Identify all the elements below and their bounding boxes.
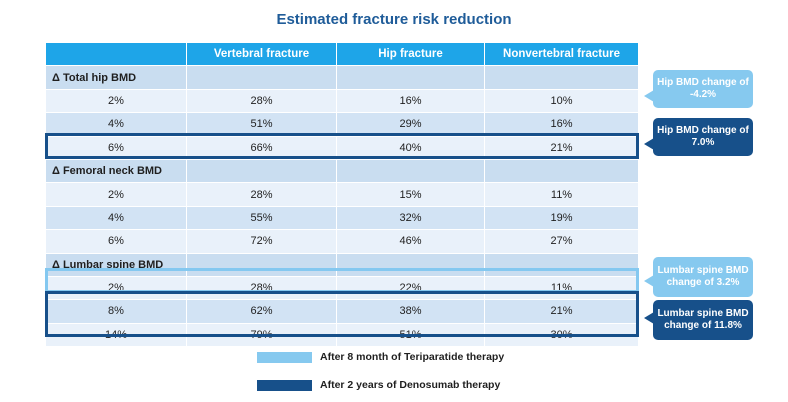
chart-title: Estimated fracture risk reduction [276, 11, 512, 28]
vertebral-cell: 28% [186, 182, 337, 207]
section-label: Δ Lumbar spine BMD [45, 252, 187, 277]
vertebral-cell: 79% [186, 322, 337, 348]
legend-swatch-teriparatide [257, 351, 312, 363]
legend-swatch-denosumab [257, 379, 312, 391]
table-header-row: Vertebral fracture Hip fracture Nonverte… [45, 41, 639, 67]
vertebral-cell: 62% [186, 299, 337, 324]
bmd-change-cell: 2% [45, 88, 187, 114]
section-row-lumbar-spine: Δ Lumbar spine BMD [45, 252, 639, 277]
table-row: 2% 28% 15% 11% [45, 182, 639, 207]
table-row: 2% 28% 16% 10% [45, 88, 639, 114]
vertebral-cell: 28% [186, 275, 337, 301]
nonvertebral-cell: 11% [484, 182, 639, 207]
callout-tail [644, 312, 654, 324]
table-row: 8% 62% 38% 21% [45, 299, 639, 324]
nonvertebral-cell: 16% [484, 112, 639, 137]
table-row: 4% 55% 32% 19% [45, 205, 639, 231]
table-row: 6% 72% 46% 27% [45, 229, 639, 254]
table-row: 2% 28% 22% 11% [45, 275, 639, 301]
hip-cell: 46% [336, 229, 485, 254]
callout-hip-teriparatide: Hip BMD change of -4.2% [644, 70, 753, 108]
legend-denosumab: After 2 years of Denosumab therapy [257, 379, 500, 391]
bmd-change-cell: 8% [45, 299, 187, 324]
vertebral-cell: 55% [186, 205, 337, 231]
vertebral-cell: 51% [186, 112, 337, 137]
callout-spine-denosumab: Lumbar spine BMD change of 11.8% [644, 300, 753, 340]
nonvertebral-cell: 19% [484, 205, 639, 231]
legend-label: After 8 month of Teriparatide therapy [320, 351, 505, 363]
callout-text: Hip BMD change of -4.2% [657, 76, 749, 101]
vertebral-cell: 72% [186, 229, 337, 254]
nonvertebral-cell: 27% [484, 229, 639, 254]
bmd-change-cell: 6% [45, 135, 187, 160]
header-vertebral: Vertebral fracture [186, 41, 337, 67]
callout-text: Lumbar spine BMD change of 3.2% [657, 264, 749, 289]
vertebral-cell: 66% [186, 135, 337, 160]
bmd-change-cell: 4% [45, 112, 187, 137]
nonvertebral-cell: 21% [484, 299, 639, 324]
callout-text: Lumbar spine BMD change of 11.8% [657, 307, 749, 332]
section-row-femoral-neck: Δ Femoral neck BMD [45, 158, 639, 184]
bmd-change-cell: 4% [45, 205, 187, 231]
section-row-total-hip: Δ Total hip BMD [45, 65, 639, 90]
callout-tail [644, 275, 654, 287]
hip-cell: 40% [336, 135, 485, 160]
hip-cell: 51% [336, 322, 485, 348]
hip-cell: 38% [336, 299, 485, 324]
section-label: Δ Femoral neck BMD [45, 158, 187, 184]
nonvertebral-cell: 10% [484, 88, 639, 114]
header-hip: Hip fracture [336, 41, 485, 67]
hip-cell: 16% [336, 88, 485, 114]
header-nonvertebral: Nonvertebral fracture [484, 41, 639, 67]
nonvertebral-cell: 11% [484, 275, 639, 301]
table-row: 4% 51% 29% 16% [45, 112, 639, 137]
bmd-change-cell: 2% [45, 182, 187, 207]
bmd-change-cell: 14% [45, 322, 187, 348]
callout-tail [644, 90, 654, 102]
callout-tail [644, 138, 654, 150]
callout-spine-teriparatide: Lumbar spine BMD change of 3.2% [644, 257, 753, 297]
callout-hip-denosumab: Hip BMD change of 7.0% [644, 118, 753, 156]
callout-text: Hip BMD change of 7.0% [657, 124, 749, 149]
vertebral-cell: 28% [186, 88, 337, 114]
hip-cell: 32% [336, 205, 485, 231]
hip-cell: 22% [336, 275, 485, 301]
table-row: 14% 79% 51% 30% [45, 322, 639, 348]
legend-label: After 2 years of Denosumab therapy [320, 379, 501, 391]
header-empty [45, 41, 187, 67]
bmd-change-cell: 2% [45, 275, 187, 301]
legend-teriparatide: After 8 month of Teriparatide therapy [257, 351, 504, 363]
nonvertebral-cell: 30% [484, 322, 639, 348]
hip-cell: 29% [336, 112, 485, 137]
bmd-change-cell: 6% [45, 229, 187, 254]
hip-cell: 15% [336, 182, 485, 207]
nonvertebral-cell: 21% [484, 135, 639, 160]
table-row: 6% 66% 40% 21% [45, 135, 639, 160]
fracture-risk-table: Vertebral fracture Hip fracture Nonverte… [45, 41, 639, 348]
section-label: Δ Total hip BMD [45, 65, 187, 90]
